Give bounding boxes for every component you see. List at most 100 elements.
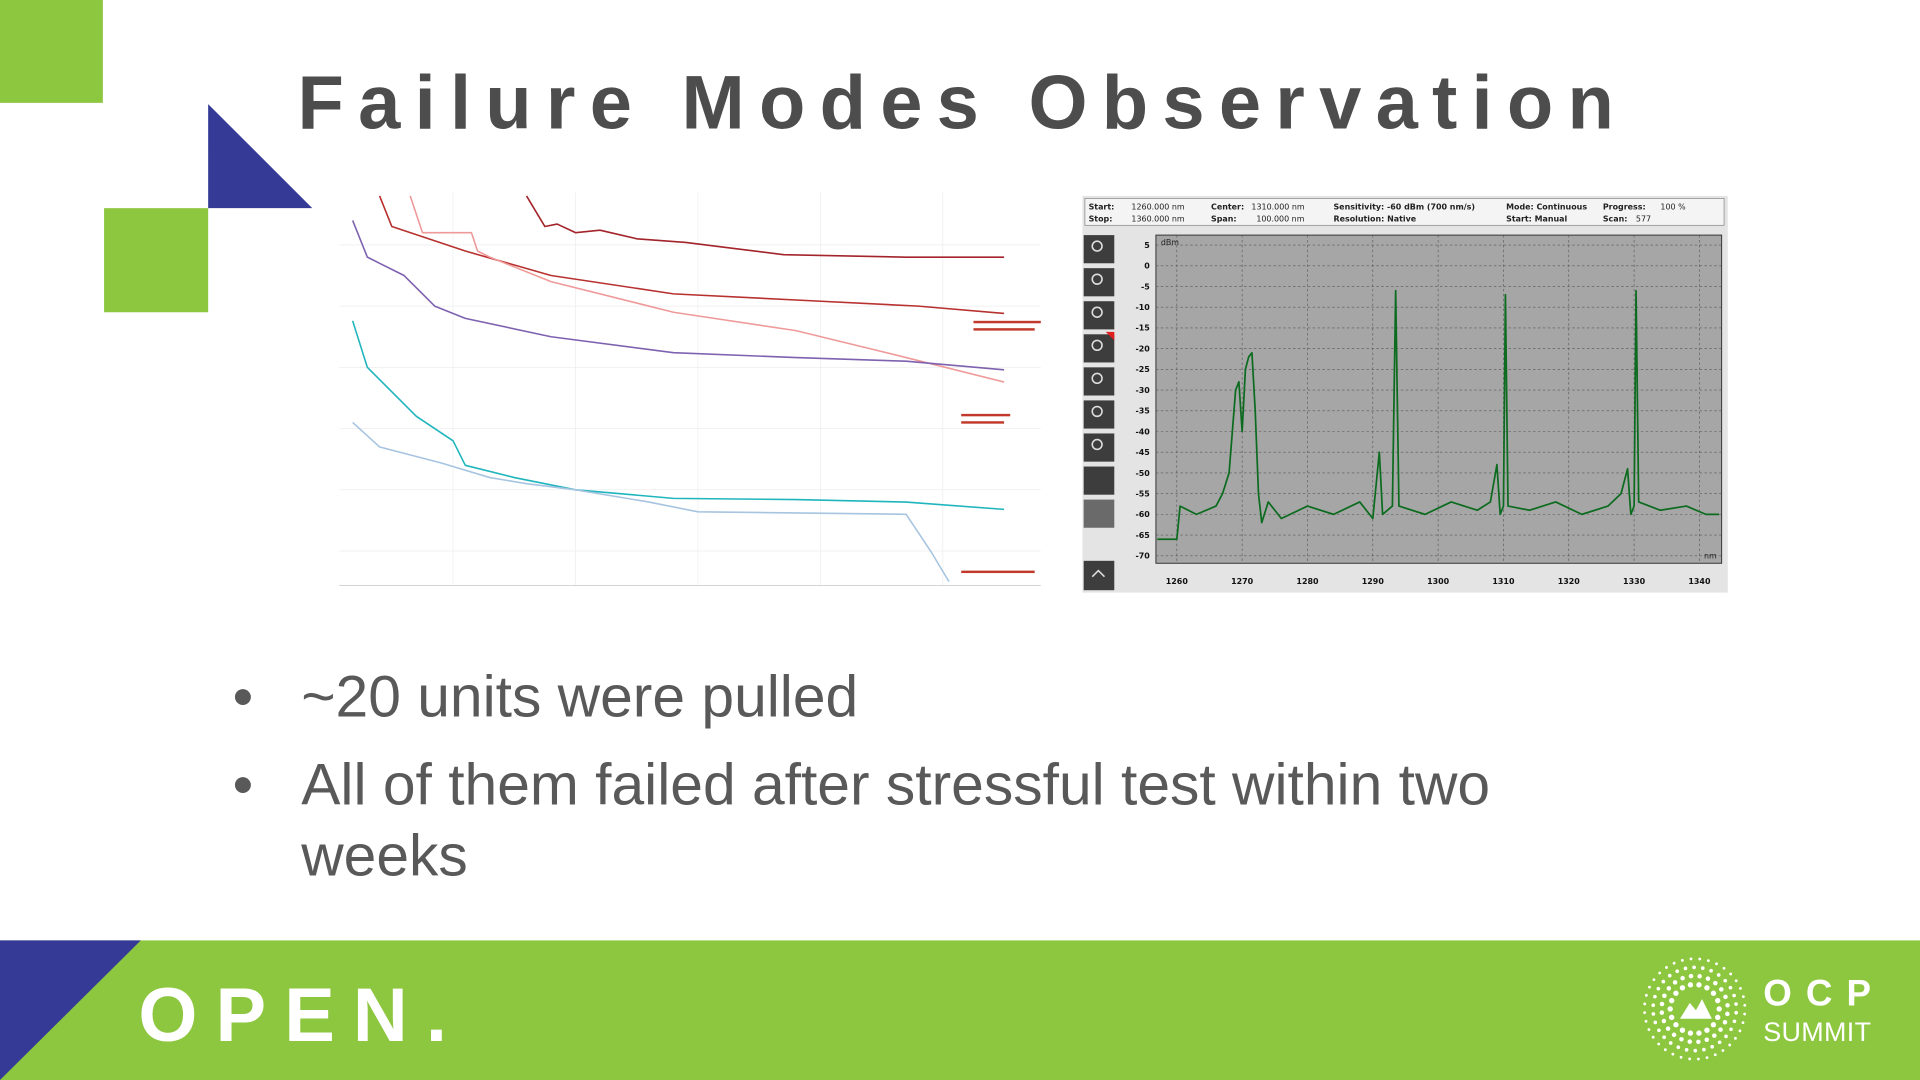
status-text: Start: Manual bbox=[1506, 215, 1567, 224]
logo-dot bbox=[1725, 1011, 1730, 1017]
bullet-text: ~20 units were pulled bbox=[301, 664, 858, 729]
logo-dot bbox=[1668, 1041, 1673, 1045]
marker bbox=[1105, 331, 1115, 341]
corner-square bbox=[0, 0, 103, 103]
trace bbox=[409, 195, 1005, 383]
x-tick-label: 1260 bbox=[1166, 577, 1189, 586]
logo-dot bbox=[1652, 978, 1656, 982]
logo-dot bbox=[1696, 1030, 1702, 1036]
logo-dot bbox=[1734, 1036, 1737, 1040]
x-tick-label: 1290 bbox=[1362, 577, 1385, 586]
status-text: Sensitivity: -60 dBm (700 nm/s) bbox=[1333, 202, 1475, 211]
logo-dot bbox=[1728, 985, 1733, 990]
status-text: Center: bbox=[1211, 202, 1244, 211]
logo-dot bbox=[1659, 1010, 1665, 1015]
logo-dot bbox=[1704, 1027, 1710, 1033]
logo-dot bbox=[1722, 1019, 1728, 1025]
logo-dot bbox=[1663, 1048, 1667, 1052]
logo-dot bbox=[1696, 1039, 1701, 1045]
trace bbox=[351, 220, 1005, 371]
y-tick-label: 0 bbox=[1144, 262, 1150, 271]
logo-dot bbox=[1673, 990, 1679, 996]
status-text: 100.000 nm bbox=[1256, 215, 1304, 224]
logo-dot bbox=[1705, 976, 1711, 981]
x-tick-label: 1300 bbox=[1427, 577, 1450, 586]
logo-dot bbox=[1700, 966, 1705, 970]
logo-dot bbox=[1721, 1049, 1725, 1052]
footer-brand: OPEN. bbox=[138, 973, 447, 1058]
bullet-text: All of them failed after stressful test … bbox=[301, 752, 1490, 817]
y-tick-label: -15 bbox=[1135, 324, 1149, 333]
logo-dot bbox=[1696, 982, 1702, 988]
logo-dot bbox=[1687, 1039, 1693, 1044]
logo-dot bbox=[1715, 997, 1721, 1004]
logo-bottom: SUMMIT bbox=[1763, 1017, 1871, 1047]
logo-dot bbox=[1741, 995, 1745, 999]
logo-dot bbox=[1718, 1027, 1723, 1032]
y-tick-label: -45 bbox=[1135, 448, 1149, 457]
logo-dot bbox=[1734, 979, 1738, 983]
y-tick-label: -20 bbox=[1135, 344, 1150, 353]
logo-dot bbox=[1704, 985, 1710, 991]
logo-dot bbox=[1658, 971, 1662, 975]
x-tick-label: 1320 bbox=[1558, 577, 1581, 586]
logo-dot bbox=[1715, 1014, 1721, 1021]
x-tick-label: 1340 bbox=[1688, 577, 1711, 586]
x-axis-label: nm bbox=[1704, 551, 1717, 560]
y-tick-label: -25 bbox=[1135, 365, 1149, 374]
bullet-dot: • bbox=[233, 752, 254, 817]
left-chart bbox=[339, 192, 1041, 588]
logo-dot bbox=[1651, 1012, 1656, 1016]
chart-grid bbox=[339, 192, 1041, 586]
logo-dot bbox=[1665, 1026, 1671, 1031]
logo-dot bbox=[1734, 1002, 1738, 1006]
logo-dot bbox=[1741, 1021, 1745, 1025]
logo-dot bbox=[1689, 957, 1693, 961]
logo-dot bbox=[1732, 1019, 1737, 1024]
logo-dot bbox=[1698, 957, 1702, 961]
logo-dot bbox=[1662, 993, 1667, 999]
logo-dot bbox=[1666, 986, 1672, 991]
x-tick-label: 1280 bbox=[1296, 577, 1319, 586]
logo-dot bbox=[1644, 1019, 1648, 1023]
logo-dot bbox=[1684, 1047, 1689, 1052]
logo-dot bbox=[1651, 1035, 1655, 1039]
y-tick-label: -60 bbox=[1135, 510, 1150, 519]
logo-dot bbox=[1697, 974, 1702, 979]
y-tick-label: -50 bbox=[1135, 469, 1150, 478]
logo-dot bbox=[1710, 1022, 1717, 1028]
logo-dot bbox=[1671, 1032, 1677, 1038]
logo-dot bbox=[1680, 958, 1684, 962]
logo-dot bbox=[1653, 1020, 1658, 1025]
x-tick-label: 1270 bbox=[1231, 577, 1254, 586]
logo-dot bbox=[1696, 1057, 1700, 1061]
logo-dot bbox=[1713, 980, 1718, 986]
logo-dot bbox=[1657, 1042, 1661, 1046]
logo-dot bbox=[1722, 966, 1726, 970]
logo-dot bbox=[1679, 1037, 1684, 1042]
logo-dot bbox=[1644, 993, 1648, 997]
trace bbox=[352, 421, 950, 583]
spectrum-panel: Start: 1260.000 nm Center: 1310.000 nm Sensi… bbox=[1082, 195, 1728, 593]
logo-dot bbox=[1706, 959, 1710, 963]
logo-dot bbox=[1712, 1033, 1717, 1038]
status-bar bbox=[1084, 198, 1725, 226]
logo-dot bbox=[1710, 1044, 1715, 1049]
logo-dot bbox=[1704, 1037, 1710, 1043]
logo-dot bbox=[1702, 1047, 1706, 1052]
y-tick-label: -10 bbox=[1135, 303, 1150, 312]
logo-dot bbox=[1723, 994, 1728, 1000]
logo-dot bbox=[1728, 1043, 1732, 1047]
logo-dot bbox=[1716, 1006, 1722, 1012]
logo-dot bbox=[1643, 1011, 1647, 1015]
logo-dot bbox=[1743, 1012, 1747, 1016]
trace bbox=[351, 320, 1005, 511]
logo-dot bbox=[1725, 1003, 1730, 1008]
toolbar-icons bbox=[1091, 240, 1106, 578]
logo-dot bbox=[1732, 993, 1736, 998]
status-text: Scan: bbox=[1603, 215, 1628, 224]
logo-dot bbox=[1687, 1030, 1694, 1036]
logo-dot bbox=[1713, 1053, 1717, 1057]
status-text: Span: bbox=[1211, 215, 1237, 224]
